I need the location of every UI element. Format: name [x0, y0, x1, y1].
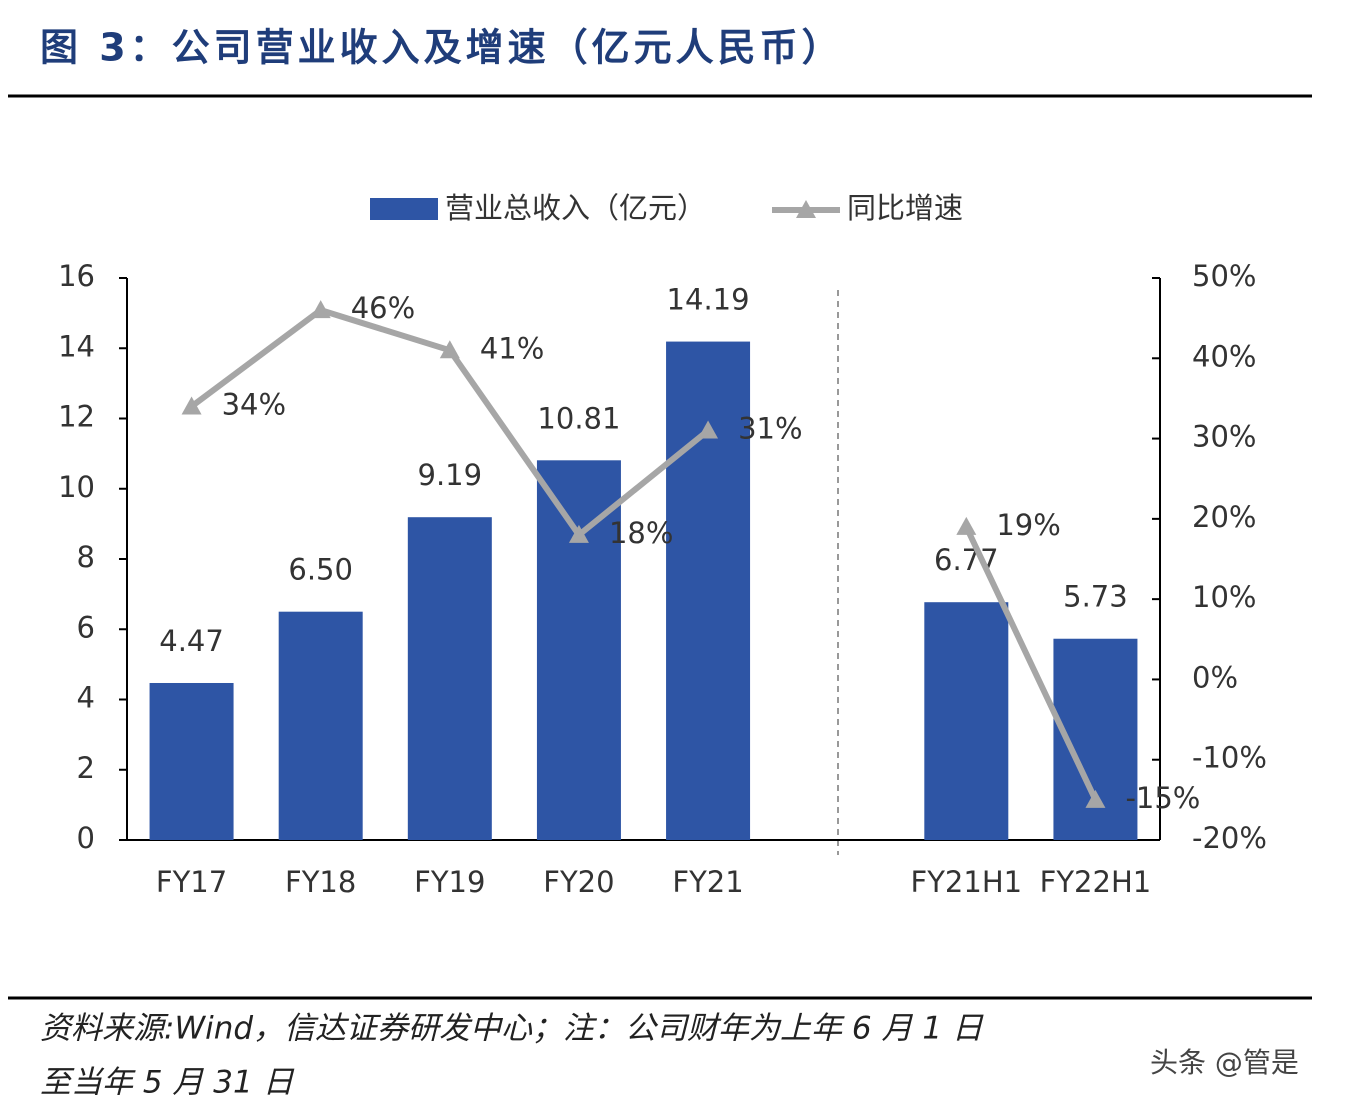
growth-value-label: 46% [351, 291, 415, 325]
bar-value-label: 6.50 [288, 553, 353, 587]
bar-value-label: 14.19 [667, 283, 750, 317]
growth-marker [439, 340, 460, 359]
growth-marker [181, 396, 202, 415]
y2-tick-label: 40% [1192, 339, 1256, 373]
x-tick-label: FY21H1 [911, 865, 1023, 899]
growth-marker [568, 524, 589, 543]
watermark: 头条 @管是 [1150, 1046, 1299, 1079]
bar-value-label: 9.19 [418, 458, 483, 492]
x-tick-label: FY20 [543, 865, 614, 899]
source-note: 资料来源:Wind，信达证券研发中心；注：公司财年为上年 6 月 1 日 [40, 1011, 984, 1047]
bar [536, 460, 621, 840]
bar [278, 611, 363, 840]
y-tick-label: 4 [77, 681, 95, 715]
x-tick-label: FY17 [156, 865, 227, 899]
bar-value-label: 5.73 [1063, 580, 1128, 614]
y2-tick-label: -10% [1192, 741, 1267, 775]
y-tick-label: 10 [58, 470, 95, 504]
legend-swatch [370, 198, 438, 220]
bar [407, 517, 492, 840]
x-tick-label: FY19 [414, 865, 485, 899]
y2-tick-label: 30% [1192, 420, 1256, 454]
y-tick-label: 0 [77, 821, 95, 855]
legend-label: 同比增速 [847, 191, 963, 225]
y-tick-label: 16 [58, 259, 95, 293]
bar [149, 682, 234, 840]
y2-tick-label: 10% [1192, 580, 1256, 614]
y-tick-label: 6 [77, 610, 95, 644]
growth-value-label: 31% [738, 412, 802, 446]
x-tick-label: FY22H1 [1040, 865, 1152, 899]
y-tick-label: 8 [77, 540, 95, 574]
growth-marker [956, 516, 977, 535]
growth-value-label: 19% [996, 508, 1060, 542]
y2-tick-label: -20% [1192, 821, 1267, 855]
y2-tick-label: 20% [1192, 500, 1256, 534]
growth-value-label: -15% [1125, 781, 1200, 815]
legend-label: 营业总收入（亿元） [445, 191, 706, 225]
x-tick-label: FY21 [672, 865, 743, 899]
growth-value-label: 34% [222, 387, 286, 421]
growth-value-label: 41% [480, 331, 544, 365]
y-tick-label: 2 [77, 751, 95, 785]
growth-marker [310, 300, 331, 319]
y2-tick-label: 0% [1192, 660, 1238, 694]
x-tick-label: FY18 [285, 865, 356, 899]
growth-marker [698, 420, 719, 439]
y-tick-label: 14 [58, 329, 95, 363]
bar-value-label: 10.81 [537, 401, 620, 435]
chart-title: 图 3：公司营业收入及增速（亿元人民币） [40, 26, 844, 70]
source-note: 至当年 5 月 31 日 [40, 1065, 295, 1101]
bar-value-label: 4.47 [159, 624, 224, 658]
bar [924, 602, 1009, 840]
y-tick-label: 12 [58, 400, 95, 434]
growth-marker [1085, 789, 1106, 808]
growth-value-label: 18% [609, 516, 673, 550]
y2-tick-label: 50% [1192, 259, 1256, 293]
legend-swatch [796, 200, 816, 218]
